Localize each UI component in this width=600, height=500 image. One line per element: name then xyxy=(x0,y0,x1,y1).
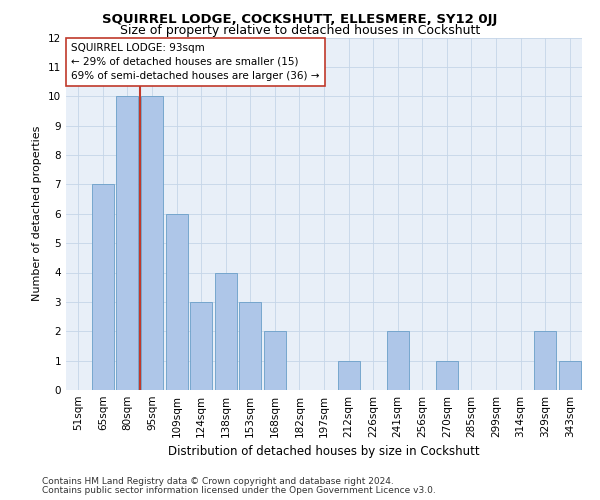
Text: Contains HM Land Registry data © Crown copyright and database right 2024.: Contains HM Land Registry data © Crown c… xyxy=(42,477,394,486)
Bar xyxy=(116,96,139,390)
Bar xyxy=(141,96,163,390)
Text: SQUIRREL LODGE, COCKSHUTT, ELLESMERE, SY12 0JJ: SQUIRREL LODGE, COCKSHUTT, ELLESMERE, SY… xyxy=(103,12,497,26)
Bar xyxy=(436,360,458,390)
Bar xyxy=(215,272,237,390)
Bar xyxy=(239,302,262,390)
Text: Size of property relative to detached houses in Cockshutt: Size of property relative to detached ho… xyxy=(120,24,480,37)
Bar xyxy=(190,302,212,390)
Bar xyxy=(386,331,409,390)
Bar xyxy=(92,184,114,390)
Bar xyxy=(166,214,188,390)
Text: Contains public sector information licensed under the Open Government Licence v3: Contains public sector information licen… xyxy=(42,486,436,495)
Bar xyxy=(559,360,581,390)
Y-axis label: Number of detached properties: Number of detached properties xyxy=(32,126,43,302)
X-axis label: Distribution of detached houses by size in Cockshutt: Distribution of detached houses by size … xyxy=(168,446,480,458)
Bar xyxy=(264,331,286,390)
Text: SQUIRREL LODGE: 93sqm
← 29% of detached houses are smaller (15)
69% of semi-deta: SQUIRREL LODGE: 93sqm ← 29% of detached … xyxy=(71,43,320,81)
Bar xyxy=(338,360,359,390)
Bar xyxy=(534,331,556,390)
